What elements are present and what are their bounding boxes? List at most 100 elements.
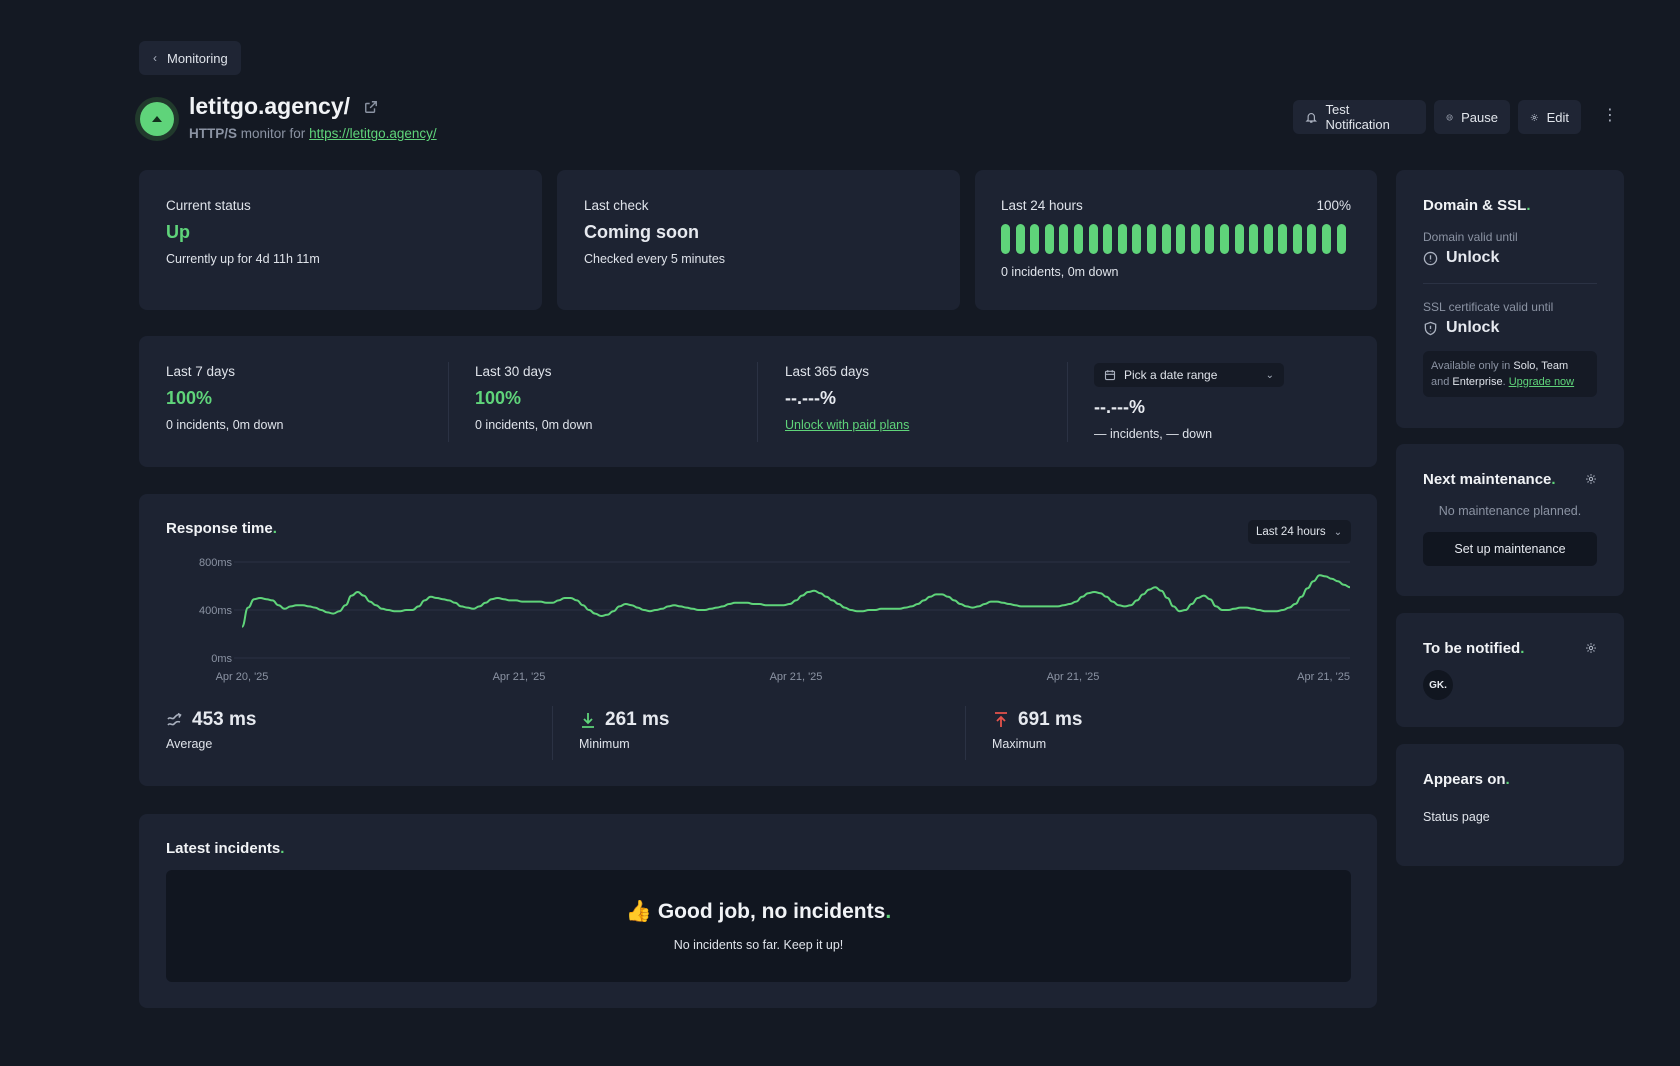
range-value: --.---% [785, 388, 836, 408]
x-tick-label: Apr 21, '25 [770, 671, 823, 683]
latest-incidents-title-text: Latest incidents [166, 840, 281, 857]
uptime-bar[interactable] [1146, 224, 1156, 254]
more-options-icon[interactable]: ⋮ [1602, 107, 1618, 124]
date-range-picker-label: Pick a date range [1124, 368, 1218, 382]
uptime-bar[interactable] [1278, 224, 1288, 254]
avatar[interactable]: GK. [1423, 670, 1453, 700]
average-stat: 453 ms Average [166, 709, 256, 751]
domain-unlock-text: Unlock [1446, 249, 1500, 266]
uptime-bar[interactable] [1161, 224, 1171, 254]
upgrade-note: Available only in Solo, Team and Enterpr… [1423, 351, 1597, 397]
appears-on-title-text: Appears on [1423, 771, 1506, 788]
last-check-card: Last check Coming soon Checked every 5 m… [557, 170, 960, 310]
uptime-bars [1001, 224, 1351, 254]
chart-period-label: Last 24 hours [1256, 526, 1326, 538]
page-title: letitgo.agency/ [189, 93, 378, 120]
status-page-link[interactable]: Status page [1423, 810, 1490, 824]
uptime-bar[interactable] [1088, 224, 1098, 254]
minimum-label: Minimum [579, 737, 630, 751]
shield-icon [1424, 321, 1437, 335]
gear-icon[interactable] [1585, 642, 1597, 654]
title-dot: . [272, 520, 277, 537]
uptime-bar[interactable] [1234, 224, 1244, 254]
uptime-bar[interactable] [1292, 224, 1302, 254]
uptime-bar[interactable] [1336, 224, 1346, 254]
uptime-bar[interactable] [1059, 224, 1069, 254]
average-label: Average [166, 737, 213, 751]
x-tick-label: Apr 21, '25 [1047, 671, 1100, 683]
uptime-bar[interactable] [1190, 224, 1200, 254]
maximum-stat: 691 ms Maximum [992, 709, 1082, 751]
ssl-valid-value[interactable]: Unlock [1423, 319, 1597, 337]
uptime-bar[interactable] [1103, 224, 1113, 254]
title-dot: . [1551, 471, 1556, 488]
uptime-bar[interactable] [1001, 224, 1010, 254]
date-range-picker[interactable]: Pick a date range ⌄ [1094, 363, 1284, 387]
title-dot: . [1505, 771, 1510, 788]
monitor-name: letitgo.agency/ [189, 93, 351, 119]
edit-button[interactable]: Edit [1518, 100, 1581, 134]
range-detail: 0 incidents, 0m down [166, 418, 284, 432]
response-time-series-line[interactable] [241, 574, 1351, 628]
divider [965, 706, 966, 760]
uptime-bar[interactable] [1030, 224, 1040, 254]
y-tick-label: 800ms [199, 557, 233, 569]
range-detail: — incidents, — down [1094, 427, 1213, 441]
last-check-value: Coming soon [584, 222, 699, 242]
uptime-bar[interactable] [1205, 224, 1215, 254]
uptime-bar[interactable] [1015, 224, 1025, 254]
range-label: Last 365 days [785, 364, 870, 379]
chart-period-select[interactable]: Last 24 hours ⌄ [1248, 520, 1351, 544]
appears-on-card: Appears on. Status page [1396, 744, 1624, 866]
range-7-days: Last 7 days 100% 0 incidents, 0m down [166, 364, 283, 432]
response-time-title: Response time. [166, 520, 277, 537]
uptime-bar[interactable] [1117, 224, 1127, 254]
chevron-down-icon: ⌄ [1333, 526, 1343, 538]
to-be-notified-title-text: To be notified [1423, 640, 1521, 657]
uptime-bar[interactable] [1249, 224, 1259, 254]
uptime-bar[interactable] [1176, 224, 1186, 254]
range-365-days: Last 365 days --.---% Unlock with paid p… [785, 364, 909, 432]
uptime-bar[interactable] [1132, 224, 1142, 254]
next-maintenance-title-text: Next maintenance [1423, 471, 1552, 488]
upgrade-now-link[interactable]: Upgrade now [1508, 376, 1575, 388]
latest-incidents-card: Latest incidents. 👍 Good job, no inciden… [139, 814, 1377, 1008]
note-text: Available only in [1431, 360, 1511, 372]
gear-icon[interactable] [1585, 473, 1597, 485]
pause-button[interactable]: Pause [1434, 100, 1510, 134]
uptime-bar[interactable] [1307, 224, 1317, 254]
current-status-detail: Currently up for 4d 11h 11m [166, 252, 320, 266]
monitor-url-link[interactable]: https://letitgo.agency/ [309, 126, 437, 141]
set-up-maintenance-button[interactable]: Set up maintenance [1423, 532, 1597, 566]
monitor-for-text: monitor for [240, 126, 306, 141]
minimum-stat: 261 ms Minimum [579, 709, 669, 751]
last-check-label: Last check [584, 198, 649, 213]
response-time-chart: 800ms 400ms 0ms Apr 20, '25 Apr 21, '25 Apr 2… [199, 557, 1351, 683]
uptime-bar[interactable] [1219, 224, 1229, 254]
external-link-icon[interactable] [364, 100, 378, 114]
last-check-detail: Checked every 5 minutes [584, 252, 726, 266]
y-tick-label: 400ms [199, 605, 233, 617]
info-icon [1423, 251, 1438, 265]
chevron-down-icon: ⌄ [1265, 369, 1274, 381]
ssl-unlock-text: Unlock [1446, 319, 1500, 336]
range-custom: Pick a date range ⌄ --.---% — incidents,… [1094, 363, 1284, 441]
uptime-bar[interactable] [1073, 224, 1083, 254]
uptime-bar[interactable] [1322, 224, 1332, 254]
range-value: 100% [166, 388, 213, 408]
divider [757, 362, 758, 442]
response-time-card: Response time. Last 24 hours ⌄ 800ms 400m… [139, 494, 1377, 786]
uptime-bar[interactable] [1044, 224, 1054, 254]
x-tick-label: Apr 20, '25 [216, 671, 269, 683]
test-notification-button[interactable]: Test Notification [1293, 100, 1426, 134]
back-to-monitoring-button[interactable]: ‹ Monitoring [139, 41, 241, 75]
minimum-value: 261 ms [605, 709, 670, 730]
title-dot: . [885, 900, 892, 923]
last-24h-card: Last 24 hours 100% 0 incidents, 0m down [975, 170, 1377, 310]
uptime-bar[interactable] [1263, 224, 1273, 254]
domain-valid-value[interactable]: Unlock [1423, 249, 1597, 267]
range-label: Last 7 days [166, 364, 236, 379]
no-maintenance-text: No maintenance planned. [1438, 504, 1582, 518]
last-24h-detail: 0 incidents, 0m down [1001, 265, 1119, 279]
unlock-paid-plans-link[interactable]: Unlock with paid plans [785, 418, 910, 432]
